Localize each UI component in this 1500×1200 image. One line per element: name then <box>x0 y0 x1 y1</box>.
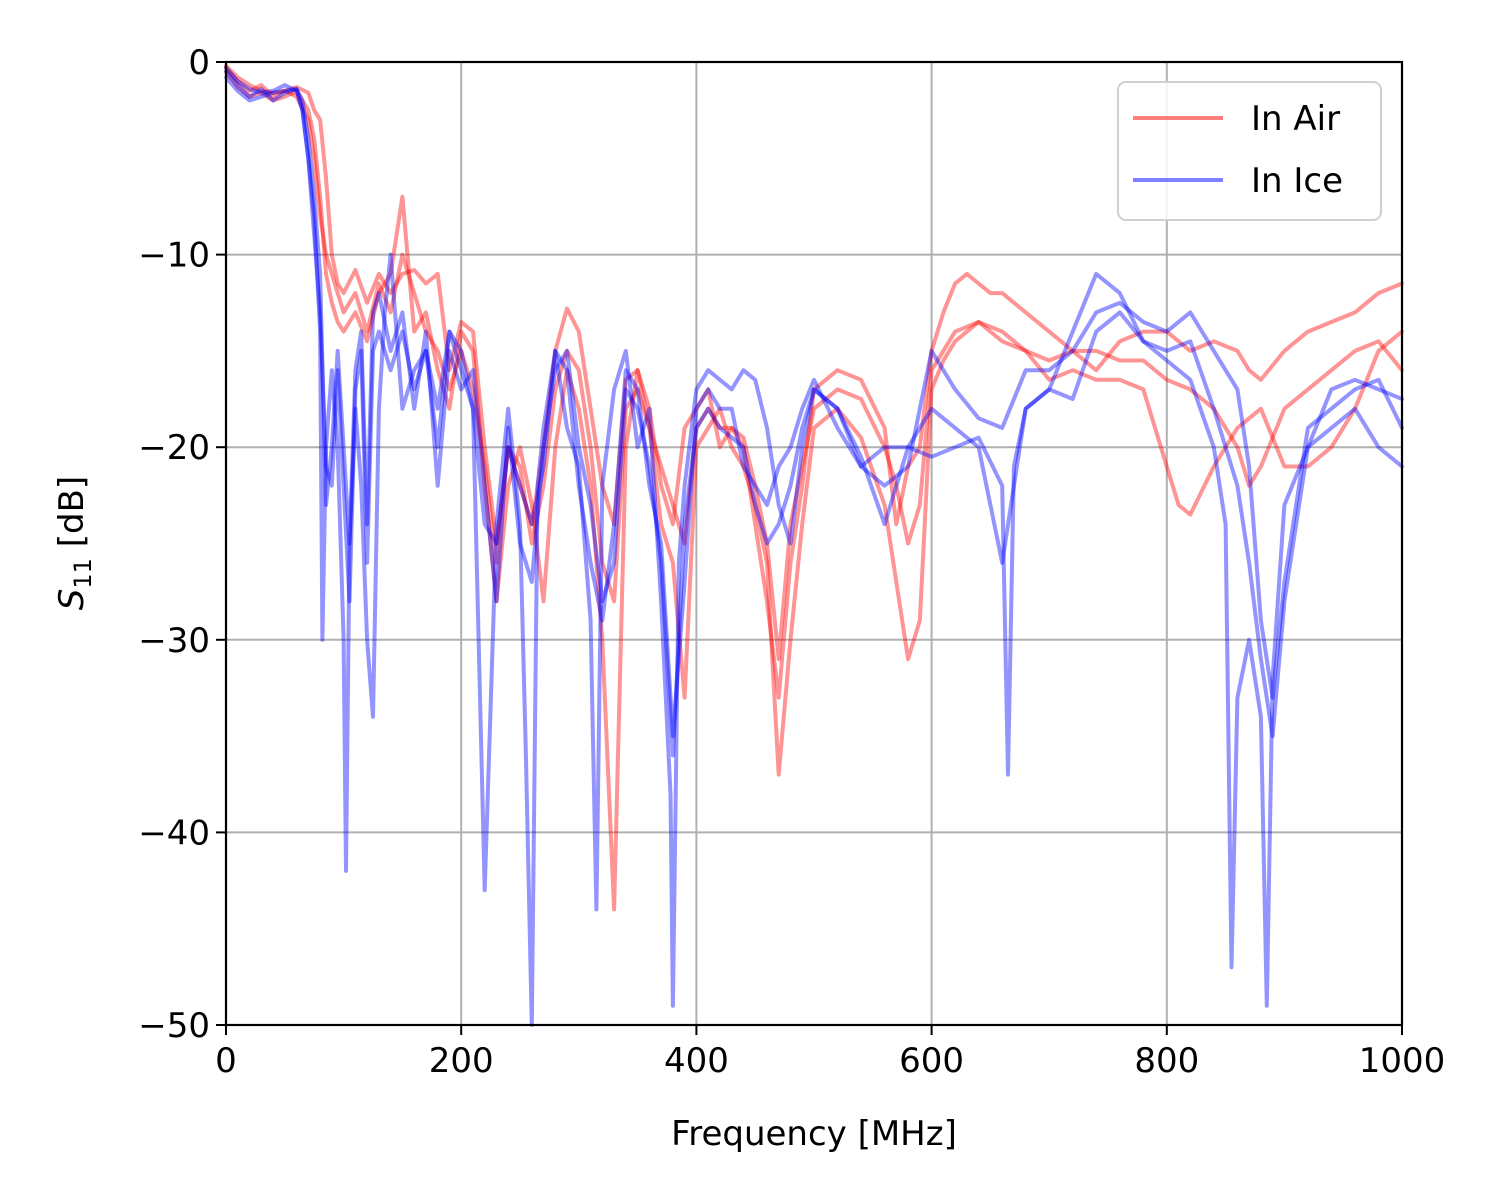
series-line-in-ice-4 <box>224 75 1404 758</box>
y-axis-label: S11 [dB] <box>52 476 97 610</box>
x-tick-label: 600 <box>899 1041 964 1081</box>
y-tick-label: −10 <box>138 236 210 276</box>
series-line-in-air-0 <box>224 65 1404 700</box>
x-axis-label: Frequency [MHz] <box>671 1114 957 1154</box>
y-axis-label-main: S <box>52 589 92 611</box>
y-tick-label: 0 <box>188 43 210 83</box>
legend-label-in-air: In Air <box>1251 99 1340 139</box>
x-axis-ticks: 0 200 400 600 800 1000 <box>215 1025 1445 1081</box>
series-line-in-ice-3 <box>224 69 1404 1027</box>
y-axis-ticks: 0 −10 −20 −30 −40 −50 <box>138 43 226 1046</box>
x-tick-label: 400 <box>664 1041 729 1081</box>
y-tick-label: −20 <box>138 428 210 468</box>
series-line-in-air-2 <box>224 63 1404 662</box>
y-tick-label: −50 <box>138 1006 210 1046</box>
x-tick-label: 200 <box>429 1041 494 1081</box>
y-tick-label: −30 <box>138 621 210 661</box>
y-axis-label-unit: [dB] <box>52 476 92 558</box>
legend: In Air In Ice <box>1117 81 1382 221</box>
x-tick-label: 0 <box>215 1041 237 1081</box>
legend-label-in-ice: In Ice <box>1251 161 1343 201</box>
plot-area <box>224 63 1404 1027</box>
series-line-in-ice-5 <box>224 65 1404 739</box>
y-tick-label: −40 <box>138 813 210 853</box>
axes-frame <box>224 60 1404 1027</box>
x-tick-label: 800 <box>1134 1041 1199 1081</box>
x-tick-label: 1000 <box>1359 1041 1446 1081</box>
series-line-in-air-1 <box>224 69 1404 912</box>
y-axis-label-subscript: 11 <box>69 558 97 589</box>
